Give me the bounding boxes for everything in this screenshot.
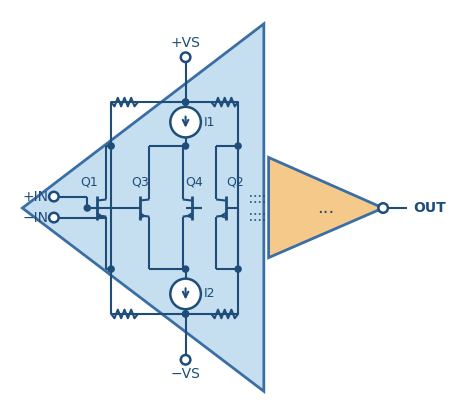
Text: Q3: Q3 (131, 176, 148, 189)
Circle shape (183, 266, 189, 272)
Circle shape (235, 143, 241, 149)
Text: OUT: OUT (414, 201, 446, 215)
Circle shape (183, 143, 189, 149)
Text: Q4: Q4 (185, 176, 203, 189)
Circle shape (108, 266, 114, 272)
Circle shape (183, 99, 189, 105)
Circle shape (378, 203, 388, 213)
Circle shape (235, 266, 241, 272)
Circle shape (183, 99, 189, 105)
Text: Q1: Q1 (80, 176, 98, 189)
Circle shape (181, 355, 190, 364)
Circle shape (84, 205, 90, 211)
Polygon shape (22, 24, 264, 391)
Circle shape (170, 107, 201, 137)
Text: −VS: −VS (171, 367, 201, 382)
Polygon shape (269, 158, 383, 258)
Circle shape (183, 311, 189, 317)
Circle shape (49, 192, 58, 201)
Text: Q2: Q2 (226, 176, 244, 189)
Circle shape (108, 143, 114, 149)
Text: +VS: +VS (171, 35, 201, 50)
Text: −IN: −IN (22, 211, 48, 225)
Circle shape (49, 213, 58, 222)
Circle shape (181, 53, 190, 62)
Text: +IN: +IN (22, 190, 48, 203)
Circle shape (170, 279, 201, 309)
Circle shape (183, 311, 189, 317)
Text: I2: I2 (204, 287, 215, 300)
Text: ...: ... (317, 199, 334, 217)
Text: I1: I1 (204, 116, 215, 128)
